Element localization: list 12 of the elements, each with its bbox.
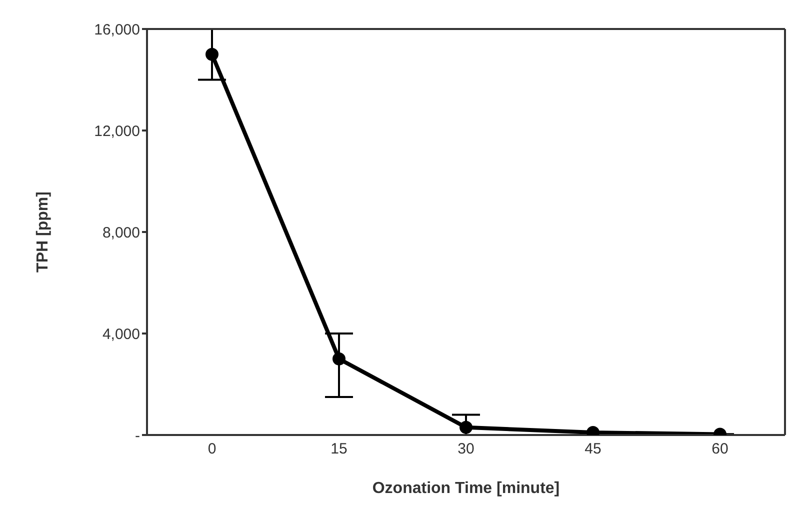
x-axis-title: Ozonation Time [minute] (372, 480, 560, 497)
x-tick-label: 15 (330, 440, 348, 458)
x-tick-label: 30 (458, 440, 474, 458)
y-tick-label: - (135, 427, 140, 444)
y-tick-label: 8,000 (102, 224, 140, 242)
x-tick-label: 0 (208, 440, 216, 458)
y-axis-title: TPH [ppm] (34, 192, 52, 272)
x-tick-label: 45 (584, 440, 602, 458)
y-tick-label: 16,000 (94, 21, 140, 38)
y-tick-label: 4,000 (102, 326, 140, 343)
x-tick-label: 60 (712, 440, 728, 458)
y-tick-label: 12,000 (94, 122, 140, 140)
